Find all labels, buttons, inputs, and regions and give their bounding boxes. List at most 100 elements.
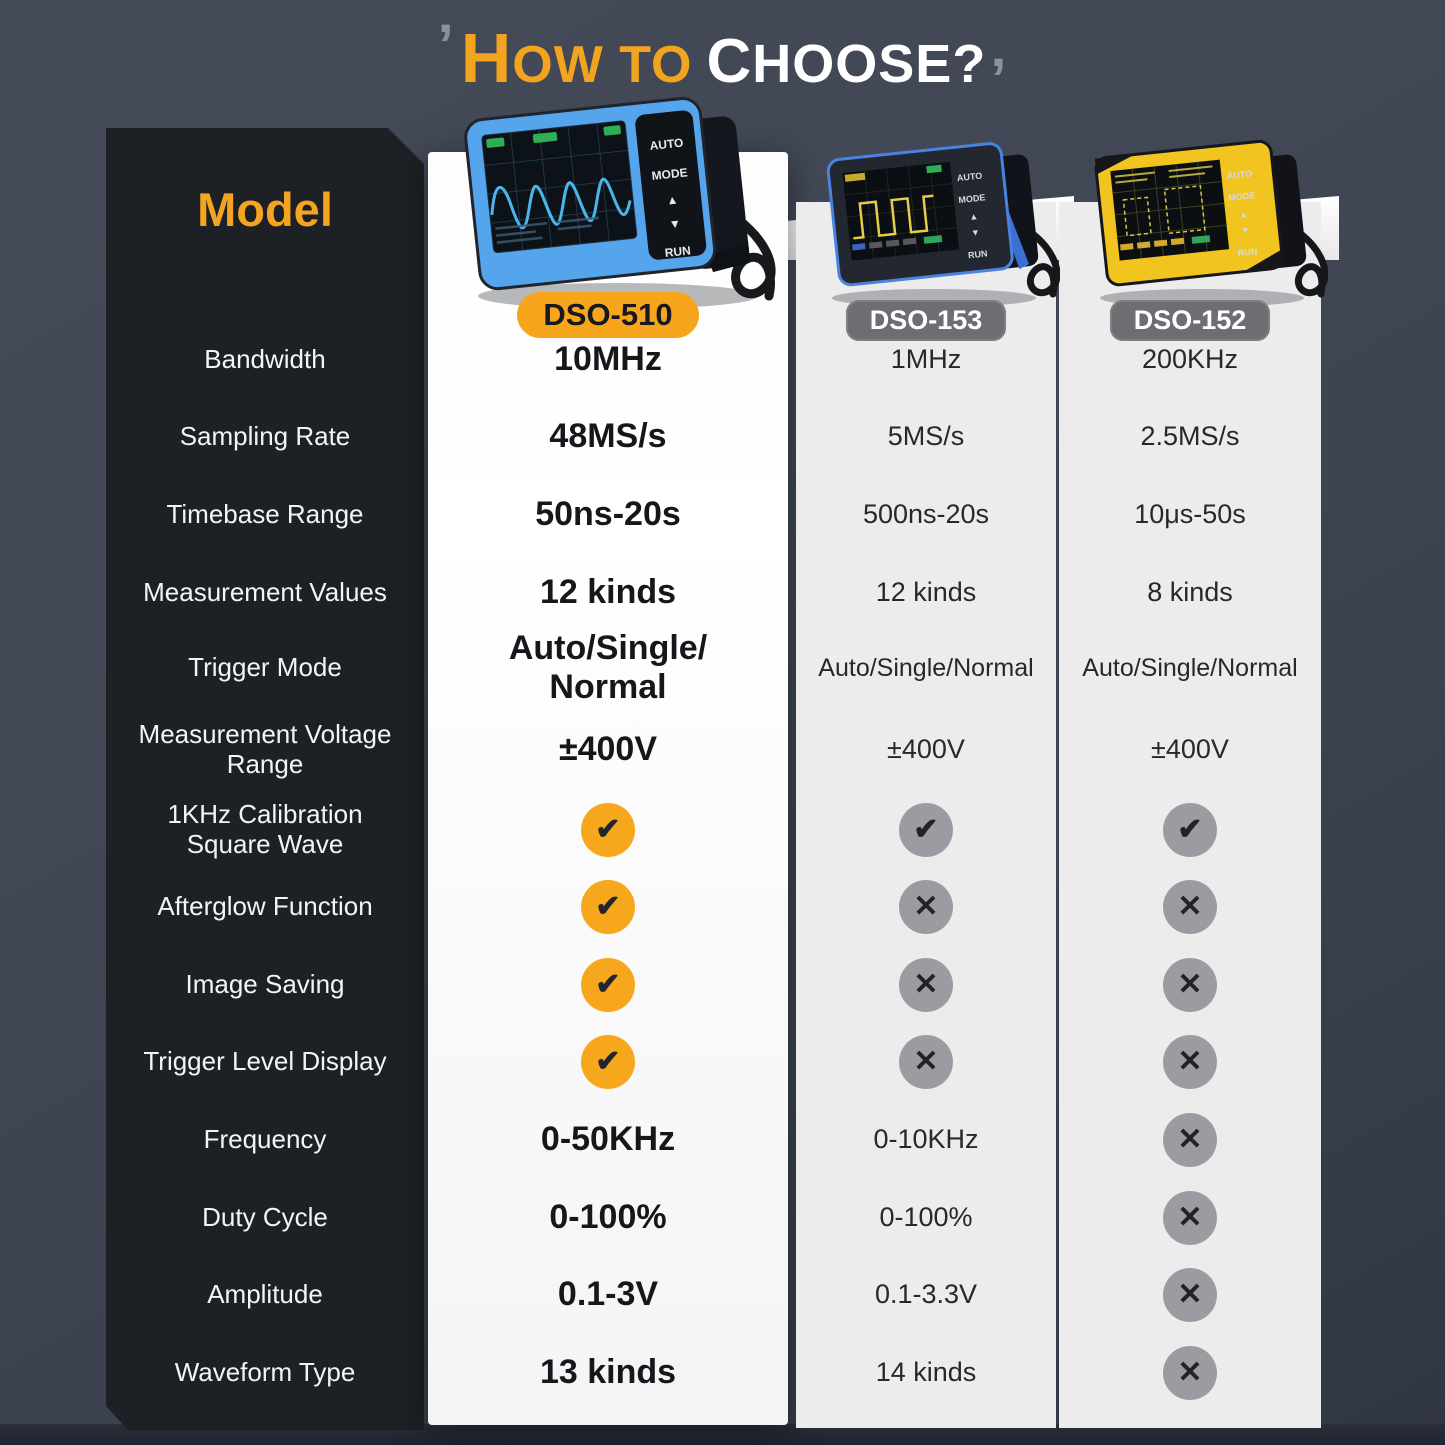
row-label: Afterglow Function <box>157 891 373 922</box>
table-row: Trigger Mode Auto/Single/ Normal Auto/Si… <box>0 626 1445 710</box>
table-row: Measurement Values 12 kinds 12 kinds 8 k… <box>0 554 1445 632</box>
table-row: 1KHz Calibration Square Wave <box>0 791 1445 869</box>
check-icon <box>899 803 953 857</box>
cell-dso153: 0.1-3.3V <box>874 1279 978 1310</box>
cross-icon <box>1163 1346 1217 1400</box>
cell-dso153: 0-10KHz <box>873 1124 979 1155</box>
device-button-mode: MODE <box>958 192 986 205</box>
dso510-product-image: AUTO MODE ▲ ▼ RUN <box>464 96 776 309</box>
cell-dso153: 12 kinds <box>875 577 977 608</box>
cell-dso510: 0-50KHz <box>540 1120 676 1159</box>
cell-dso510: 0.1-3V <box>557 1275 659 1314</box>
table-row: Sampling Rate 48MS/s 5MS/s 2.5MS/s <box>0 398 1445 476</box>
row-label: Waveform Type <box>174 1357 356 1388</box>
cell-dso153: 0-100% <box>879 1202 973 1233</box>
model-header: Model <box>197 183 333 236</box>
device-button-auto: AUTO <box>649 136 684 153</box>
table-row: Waveform Type 13 kinds 14 kinds <box>0 1334 1445 1412</box>
cell-dso152: 10μs-50s <box>1134 499 1246 530</box>
row-label: Measurement Values <box>143 577 387 608</box>
page-title: ’ How to choose?’ <box>0 13 1445 112</box>
cross-icon <box>899 1035 953 1089</box>
device-button-run: RUN <box>968 248 988 260</box>
cell-dso152: Auto/Single/Normal <box>1082 653 1298 682</box>
cell-dso510: 10MHz <box>554 340 662 379</box>
cross-icon <box>1163 1191 1217 1245</box>
check-icon <box>581 803 635 857</box>
cell-dso510: 13 kinds <box>539 1353 677 1392</box>
badge-dso510: DSO-510 <box>517 292 699 338</box>
cell-dso153: 5MS/s <box>887 421 965 452</box>
cell-dso152: 2.5MS/s <box>1140 421 1240 452</box>
row-label: 1KHz Calibration Square Wave <box>167 799 363 859</box>
title-main: choose? <box>706 27 987 96</box>
table-row: Frequency 0-50KHz 0-10KHz <box>0 1101 1445 1179</box>
row-label: Sampling Rate <box>179 421 351 452</box>
device-button-up: ▲ <box>1239 209 1249 220</box>
cell-dso510: 0-100% <box>549 1198 667 1237</box>
row-label: Frequency <box>203 1124 327 1155</box>
device-button-down: ▼ <box>970 227 980 238</box>
row-label: Bandwidth <box>204 344 326 375</box>
badge-dso153: DSO-153 <box>845 300 1007 341</box>
cell-dso153: 14 kinds <box>875 1357 977 1388</box>
column-dso510 <box>428 152 788 1425</box>
cell-dso510: 12 kinds <box>539 573 677 612</box>
cross-icon <box>1163 958 1217 1012</box>
badge-dso152: DSO-152 <box>1109 300 1271 341</box>
check-icon <box>581 1035 635 1089</box>
device-button-mode: MODE <box>651 165 688 183</box>
row-label: Measurement Voltage Range <box>138 719 392 779</box>
cell-dso152: ±400V <box>1151 734 1229 765</box>
spec-label-panel <box>106 128 424 1430</box>
lanyard-strap <box>1026 228 1060 298</box>
cross-icon <box>1163 880 1217 934</box>
row-label: Trigger Mode <box>188 652 342 683</box>
open-quote-icon: ’ <box>437 13 455 78</box>
lanyard-strap <box>719 205 776 301</box>
cell-dso153: Auto/Single/Normal <box>818 653 1034 682</box>
lanyard-strap <box>1294 228 1328 298</box>
close-quote-icon: ’ <box>990 47 1008 112</box>
check-icon <box>1163 803 1217 857</box>
cell-dso510: Auto/Single/ Normal <box>508 628 708 706</box>
row-label: Timebase Range <box>166 499 364 530</box>
cross-icon <box>1163 1268 1217 1322</box>
cell-dso152: 8 kinds <box>1147 577 1233 608</box>
device-button-run: RUN <box>664 243 691 260</box>
cell-dso153: ±400V <box>887 734 965 765</box>
device-button-mode: MODE <box>1228 190 1256 203</box>
check-icon <box>581 958 635 1012</box>
device-button-down: ▼ <box>668 216 681 231</box>
cell-dso510: 50ns-20s <box>535 495 681 534</box>
check-icon <box>581 880 635 934</box>
device-button-up: ▲ <box>666 192 679 207</box>
cross-icon <box>899 958 953 1012</box>
cell-dso510: ±400V <box>558 730 658 769</box>
table-row: Image Saving <box>0 946 1445 1024</box>
cell-dso152: 200KHz <box>1141 344 1239 375</box>
device-button-auto: AUTO <box>956 171 982 184</box>
dso152-product-image: AUTO MODE ▲ ▼ RUN <box>1094 139 1328 307</box>
table-row: Trigger Level Display <box>0 1023 1445 1101</box>
device-button-up: ▲ <box>969 211 979 222</box>
device-button-auto: AUTO <box>1226 168 1252 181</box>
cell-dso510: 48MS/s <box>549 417 667 456</box>
table-row: Afterglow Function <box>0 868 1445 946</box>
title-accent: How to <box>460 19 693 97</box>
table-row: Amplitude 0.1-3V 0.1-3.3V <box>0 1256 1445 1334</box>
cross-icon <box>1163 1113 1217 1167</box>
device-button-run: RUN <box>1237 246 1257 258</box>
dso153-product-image: AUTO MODE ▲ ▼ RUN <box>826 142 1060 307</box>
table-row: Measurement Voltage Range ±400V ±400V ±4… <box>0 711 1445 789</box>
row-label: Trigger Level Display <box>143 1046 387 1077</box>
cell-dso153: 500ns-20s <box>862 499 990 530</box>
row-label: Duty Cycle <box>202 1202 328 1233</box>
table-row: Timebase Range 50ns-20s 500ns-20s 10μs-5… <box>0 476 1445 554</box>
row-label: Amplitude <box>207 1279 323 1310</box>
row-label: Image Saving <box>185 969 345 1000</box>
cell-dso153: 1MHz <box>890 344 962 375</box>
table-row: Bandwidth 10MHz 1MHz 200KHz <box>0 321 1445 399</box>
cross-icon <box>1163 1035 1217 1089</box>
